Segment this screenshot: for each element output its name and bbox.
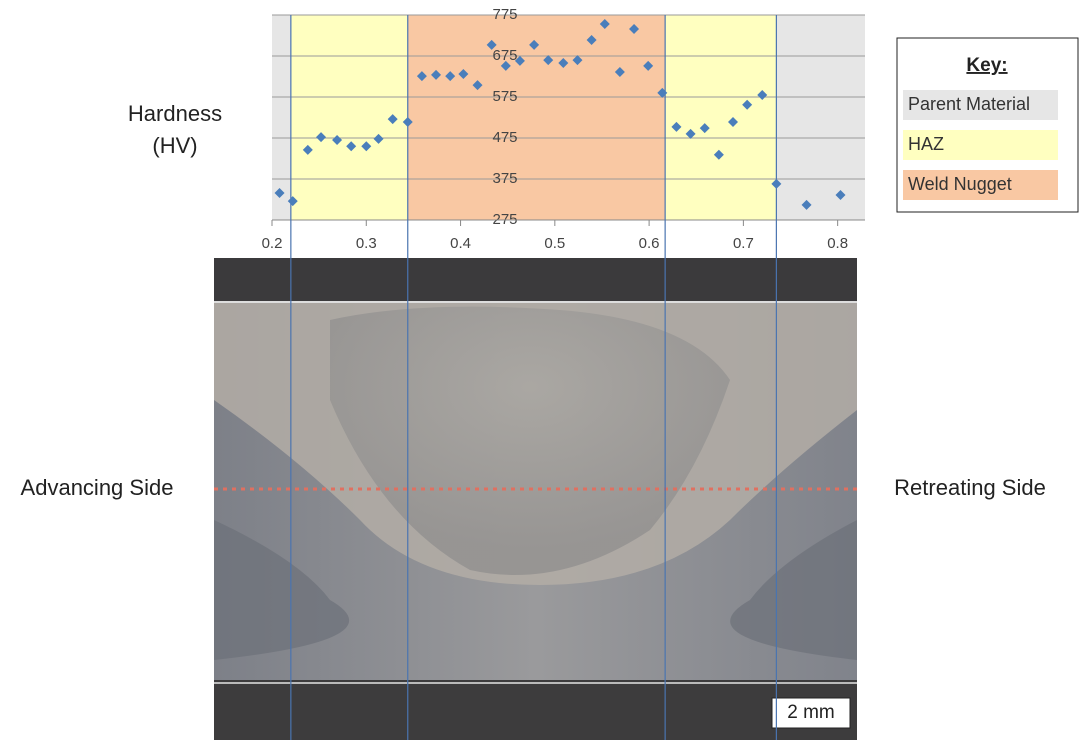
x-tick-label: 0.6 xyxy=(639,235,660,252)
key-label: Parent Material xyxy=(908,94,1030,114)
photo-top-band xyxy=(214,258,857,302)
key-label: HAZ xyxy=(908,134,944,154)
y-tick-label: 375 xyxy=(492,170,517,187)
key: Key: Parent Material HAZ Weld Nugget xyxy=(897,38,1078,212)
x-tick-label: 0.4 xyxy=(450,235,471,252)
micrograph: 2 mm Advancing Side Retreating Side xyxy=(21,258,1046,740)
y-axis-label: Hardness xyxy=(128,101,222,126)
region xyxy=(665,15,776,220)
x-tick-label: 0.5 xyxy=(544,235,565,252)
key-title: Key: xyxy=(966,55,1007,76)
left-label: Advancing Side xyxy=(21,475,174,500)
x-tick-label: 0.3 xyxy=(356,235,377,252)
region xyxy=(272,15,291,220)
y-tick-label: 775 xyxy=(492,6,517,23)
x-tick-label: 0.8 xyxy=(827,235,848,252)
y-tick-label: 475 xyxy=(492,129,517,146)
y-tick-label: 275 xyxy=(492,211,517,228)
y-axis-label: (HV) xyxy=(152,133,197,158)
x-tick-label: 0.7 xyxy=(733,235,754,252)
region xyxy=(776,15,865,220)
plot: 275 375 475 575 675 775 0.2 0.3 0.4 0.5 0.6 0.7 0.8 H… xyxy=(128,6,865,252)
figure: 275 375 475 575 675 775 0.2 0.3 0.4 0.5 0.6 0.7 0.8 H… xyxy=(0,0,1079,740)
x-tick-label: 0.2 xyxy=(262,235,283,252)
scale-bar-label: 2 mm xyxy=(787,702,835,723)
photo-bottom-band xyxy=(214,680,857,740)
key-label: Weld Nugget xyxy=(908,174,1012,194)
y-tick-label: 575 xyxy=(492,88,517,105)
right-label: Retreating Side xyxy=(894,475,1046,500)
y-tick-label: 675 xyxy=(492,47,517,64)
